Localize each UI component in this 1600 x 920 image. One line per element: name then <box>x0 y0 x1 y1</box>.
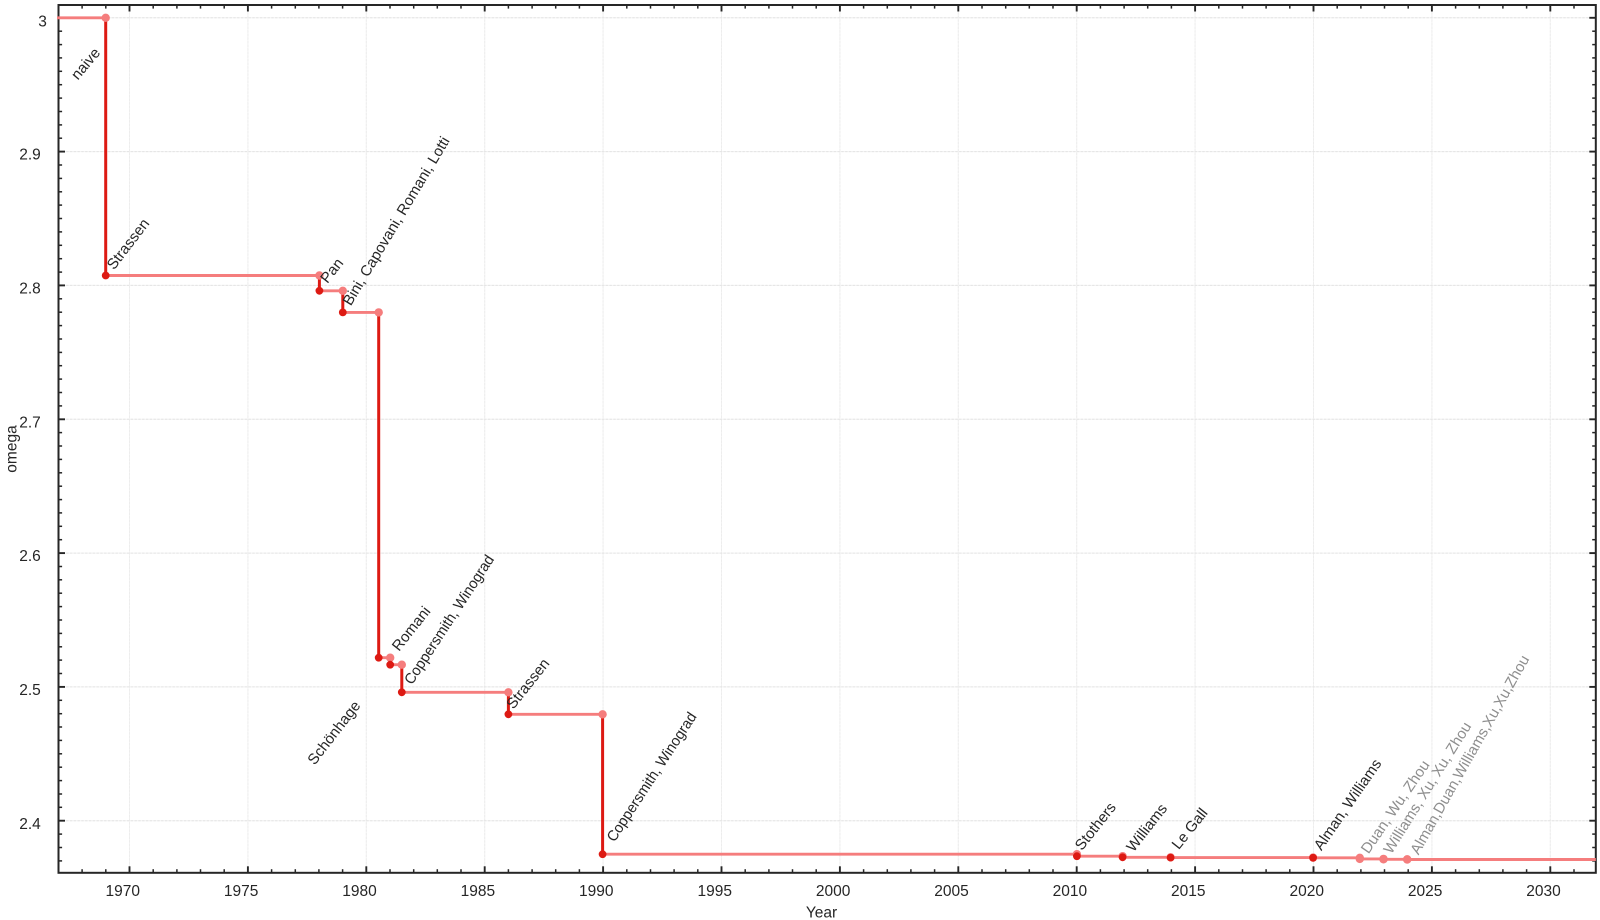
svg-text:1985: 1985 <box>461 883 495 900</box>
svg-text:2030: 2030 <box>1526 883 1561 900</box>
svg-text:1975: 1975 <box>224 883 258 900</box>
svg-text:2.7: 2.7 <box>19 414 41 431</box>
svg-text:2020: 2020 <box>1289 883 1324 900</box>
svg-text:2.6: 2.6 <box>19 548 41 565</box>
svg-text:2010: 2010 <box>1053 883 1088 900</box>
svg-text:2025: 2025 <box>1408 883 1442 900</box>
svg-text:1995: 1995 <box>697 883 731 900</box>
svg-text:2015: 2015 <box>1171 883 1205 900</box>
svg-text:1990: 1990 <box>579 883 614 900</box>
svg-text:2.9: 2.9 <box>19 147 41 164</box>
svg-text:2.5: 2.5 <box>19 682 41 699</box>
svg-text:1980: 1980 <box>342 883 377 900</box>
svg-text:3: 3 <box>38 13 47 30</box>
svg-text:Year: Year <box>806 905 837 920</box>
svg-text:2005: 2005 <box>934 883 968 900</box>
svg-text:omega: omega <box>4 425 21 473</box>
svg-text:2000: 2000 <box>816 883 851 900</box>
svg-text:2.8: 2.8 <box>19 281 41 298</box>
svg-text:1970: 1970 <box>105 883 140 900</box>
svg-text:2.4: 2.4 <box>19 816 41 833</box>
